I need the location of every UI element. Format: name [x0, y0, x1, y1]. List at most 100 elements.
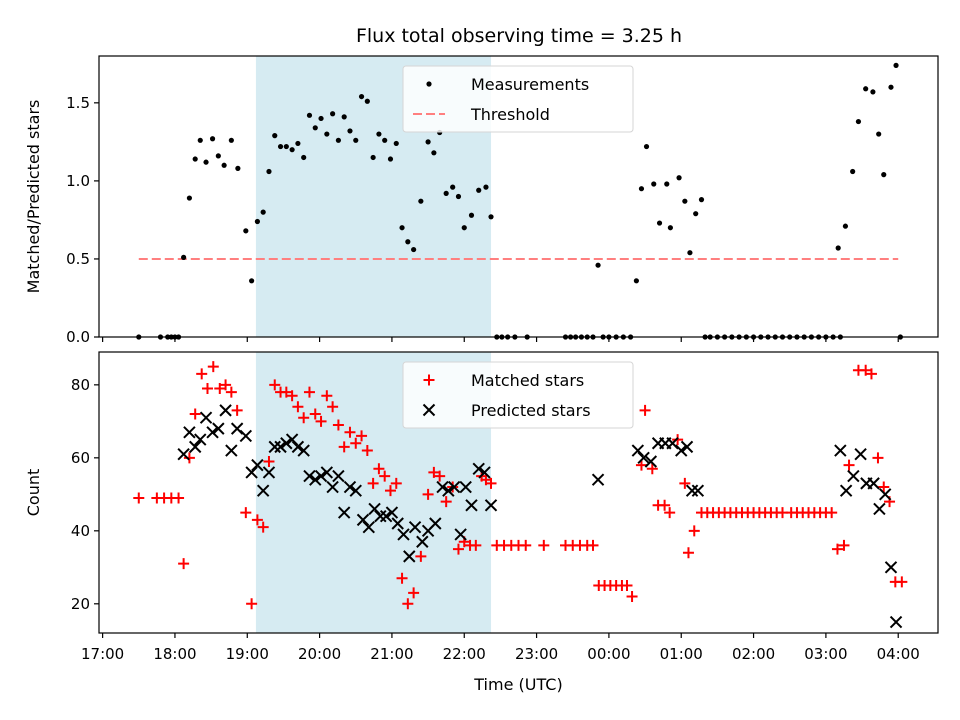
- data-point-predicted-stars: [454, 528, 467, 541]
- data-point-measurements: [643, 143, 650, 150]
- data-point-matched-stars: [292, 401, 304, 413]
- data-point-matched-stars: [422, 488, 434, 500]
- data-point-matched-stars: [332, 419, 344, 431]
- y-tick-label: 60: [71, 449, 90, 467]
- data-point-matched-stars: [679, 477, 691, 489]
- data-point-matched-stars: [831, 543, 843, 555]
- data-point-predicted-stars: [873, 502, 886, 516]
- data-point-matched-stars: [843, 459, 855, 471]
- data-point-measurements: [633, 278, 639, 284]
- data-point-matched-stars: [246, 598, 258, 610]
- data-point-predicted-stars: [285, 433, 299, 446]
- y-tick-label: 1.0: [66, 172, 90, 190]
- axes-frame: [98, 55, 939, 338]
- data-point-measurements: [376, 131, 382, 137]
- data-point-measurements: [455, 193, 462, 200]
- data-point-matched-stars: [225, 386, 237, 398]
- data-point-matched-stars: [452, 543, 464, 555]
- data-point-matched-stars: [356, 430, 368, 442]
- legend-label: Predicted stars: [471, 401, 591, 420]
- data-point-matched-stars: [183, 452, 195, 464]
- data-point-matched-stars: [396, 572, 408, 584]
- data-point-predicted-stars: [177, 447, 190, 461]
- data-point-predicted-stars: [472, 462, 485, 475]
- data-point-matched-stars: [688, 525, 700, 537]
- data-point-measurements: [855, 118, 862, 125]
- data-point-predicted-stars: [239, 429, 253, 443]
- data-point-measurements: [235, 165, 241, 171]
- data-point-matched-stars: [303, 386, 315, 398]
- data-point-matched-stars: [315, 415, 327, 427]
- data-point-predicted-stars: [251, 458, 264, 472]
- data-point-predicted-stars: [631, 444, 645, 457]
- panel-bottom-count: 20 40 60 80 17:00 18:00 19:00 20:00 21:00 22:00 23…: [24, 351, 939, 694]
- data-point-matched-stars: [350, 437, 362, 449]
- data-point-matched-stars: [196, 368, 208, 380]
- data-point-predicted-stars: [429, 517, 442, 530]
- data-point-measurements: [341, 114, 347, 120]
- data-point-measurements: [667, 225, 673, 231]
- chart-title: Flux total observing time = 3.25 h: [356, 25, 682, 47]
- data-point-predicted-stars: [332, 469, 345, 483]
- data-point-predicted-stars: [884, 561, 898, 574]
- x-tick-label: 21:00: [370, 645, 413, 663]
- data-point-measurements: [330, 111, 336, 117]
- data-point-measurements: [335, 137, 342, 143]
- data-point-predicted-stars: [219, 404, 232, 417]
- data-point-matched-stars: [646, 463, 658, 475]
- data-point-measurements: [181, 254, 187, 260]
- data-point-predicted-stars: [374, 510, 387, 523]
- data-point-predicted-stars: [889, 615, 903, 629]
- data-point-measurements: [893, 62, 899, 68]
- data-point-predicted-stars: [291, 440, 305, 454]
- data-point-measurements: [595, 262, 601, 268]
- data-point-measurements: [215, 153, 221, 159]
- legend-marker-plus: [423, 374, 435, 386]
- data-point-predicted-stars: [416, 535, 429, 548]
- data-point-matched-stars: [635, 459, 647, 471]
- data-point-predicted-stars: [343, 480, 357, 494]
- data-point-measurements: [393, 140, 399, 147]
- data-point-matched-stars: [178, 558, 190, 570]
- data-point-measurements: [850, 168, 856, 175]
- x-tick-label: 22:00: [443, 645, 486, 663]
- x-tick-label: 23:00: [515, 645, 558, 663]
- data-point-matched-stars: [538, 539, 550, 551]
- data-point-measurements: [881, 172, 887, 178]
- data-point-measurements: [260, 209, 266, 215]
- y-tick-label: 20: [71, 595, 90, 613]
- x-tick-label: 19:00: [226, 645, 269, 663]
- data-point-matched-stars: [664, 507, 676, 519]
- x-tick-label: 03:00: [804, 645, 847, 663]
- data-point-matched-stars: [520, 539, 532, 551]
- data-point-measurements: [272, 133, 278, 139]
- data-point-measurements: [425, 139, 431, 145]
- data-point-predicted-stars: [680, 440, 694, 454]
- data-point-predicted-stars: [320, 466, 334, 479]
- data-point-measurements: [461, 225, 467, 231]
- data-point-predicted-stars: [442, 484, 455, 497]
- data-point-predicted-stars: [297, 444, 310, 457]
- data-point-measurements: [353, 137, 359, 143]
- data-point-predicted-stars: [408, 520, 422, 534]
- data-point-matched-stars: [878, 481, 890, 493]
- axes-frame: [98, 351, 939, 634]
- data-point-predicted-stars: [675, 444, 688, 457]
- data-point-matched-stars: [257, 521, 269, 533]
- data-point-measurements: [676, 175, 682, 181]
- data-point-measurements: [664, 181, 670, 187]
- panel-top-ratio: 0.0 0.5 1.0 1.5 Matched/Predicted stars Measu…: [24, 55, 939, 346]
- data-point-predicted-stars: [691, 484, 705, 497]
- data-point-measurements: [209, 136, 216, 142]
- data-point-matched-stars: [298, 412, 310, 424]
- data-point-measurements: [318, 115, 324, 122]
- data-point-measurements: [476, 187, 482, 193]
- data-point-predicted-stars: [878, 488, 892, 501]
- data-point-matched-stars: [402, 598, 414, 610]
- data-point-predicted-stars: [397, 528, 410, 541]
- data-point-predicted-stars: [459, 480, 472, 494]
- data-point-measurements: [266, 168, 272, 175]
- data-point-matched-stars: [639, 404, 651, 416]
- data-point-matched-stars: [344, 426, 356, 438]
